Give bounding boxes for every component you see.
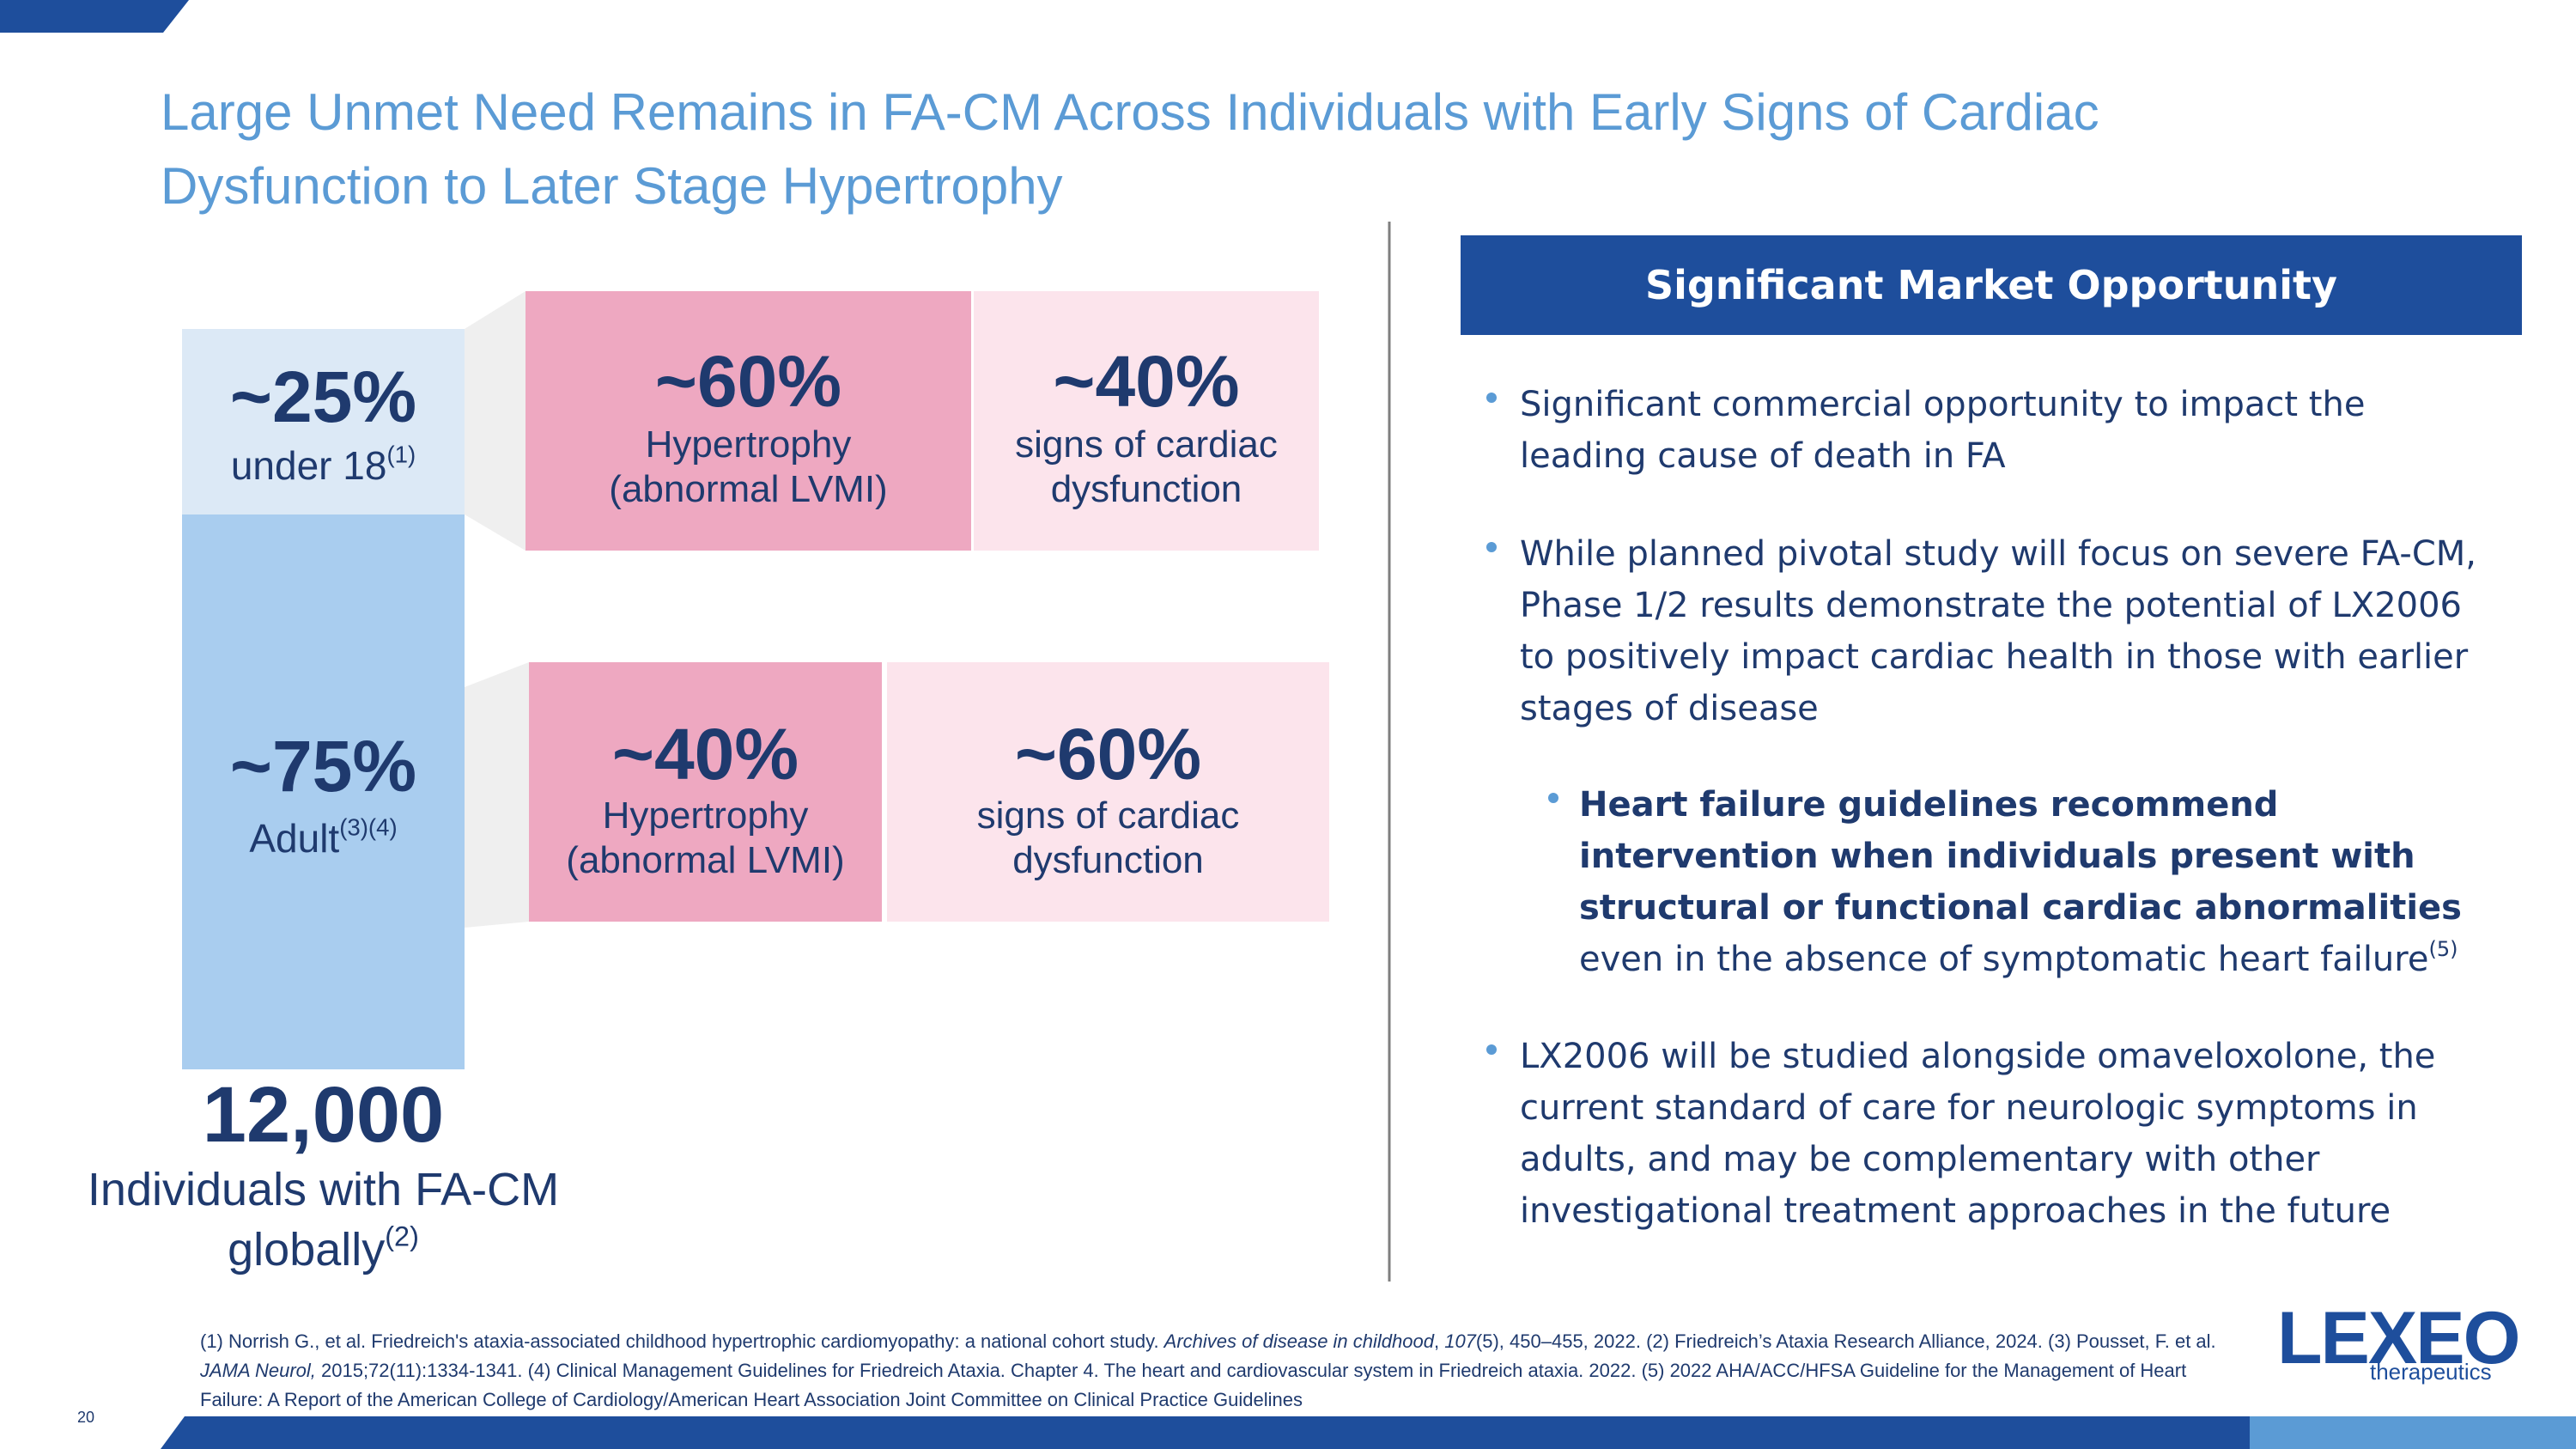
pct: ~40% — [611, 714, 799, 795]
label: Hypertrophy (abnormal LVMI) — [566, 795, 845, 881]
box — [526, 291, 971, 551]
bullet: LX2006 will be studied alongside omavelo… — [1520, 1037, 2436, 1231]
sub-bullet: Heart failure guidelines recommend inter… — [1579, 785, 2462, 979]
under18-box — [182, 329, 465, 514]
adult-box — [182, 514, 465, 1069]
box — [974, 291, 1319, 551]
footnote: (1) Norrish G., et al. Friedreich's atax… — [200, 1327, 2227, 1415]
footnote-part: Archives of disease in childhood — [1163, 1330, 1434, 1352]
bullet: Significant commercial opportunity to im… — [1520, 385, 2366, 476]
panel-heading: Significant Market Opportunity — [1461, 235, 2522, 335]
title: Large Unmet Need Remains in FA-CM Across… — [161, 83, 2099, 215]
bullet: While planned pivotal study will focus o… — [1520, 534, 2477, 728]
label: Hypertrophy (abnormal LVMI) — [609, 423, 888, 510]
box — [529, 662, 882, 922]
under18-pct: ~25% — [229, 356, 417, 437]
bullet-dot — [1548, 793, 1558, 803]
footnote-part: (5), 450–455, 2022. (2) Friedreich’s Ata… — [1475, 1330, 2216, 1352]
bullet-dot — [1486, 542, 1497, 552]
footnote-part: , — [1433, 1330, 1445, 1352]
page-number: 20 — [77, 1409, 95, 1426]
pct: ~60% — [1014, 714, 1202, 795]
bullet-dot — [1486, 1044, 1497, 1055]
pct: ~40% — [1053, 341, 1240, 422]
total-label: Individuals with FA-CM globally(2) — [87, 1164, 560, 1275]
label: signs of cardiac dysfunction — [976, 795, 1240, 881]
bullet-dot — [1486, 393, 1497, 403]
footnote-part: 107 — [1444, 1330, 1476, 1352]
footnote-part: (1) Norrish G., et al. Friedreich's atax… — [200, 1330, 1164, 1352]
pct: ~60% — [654, 341, 842, 422]
footnote-part: JAMA Neurol, — [200, 1360, 316, 1381]
adult-pct: ~75% — [229, 726, 417, 807]
label: signs of cardiac dysfunction — [1015, 423, 1278, 510]
total-number: 12,000 — [202, 1071, 445, 1159]
adult-label: Adult(3)(4) — [249, 813, 398, 861]
footnote-part: 2015;72(11):1334-1341. (4) Clinical Mana… — [200, 1360, 2187, 1410]
under18-label: under 18(1) — [230, 441, 416, 488]
logo-tagline: therapeutics — [2370, 1359, 2492, 1385]
logo: LEXEO — [2277, 1297, 2521, 1379]
box — [887, 662, 1329, 922]
